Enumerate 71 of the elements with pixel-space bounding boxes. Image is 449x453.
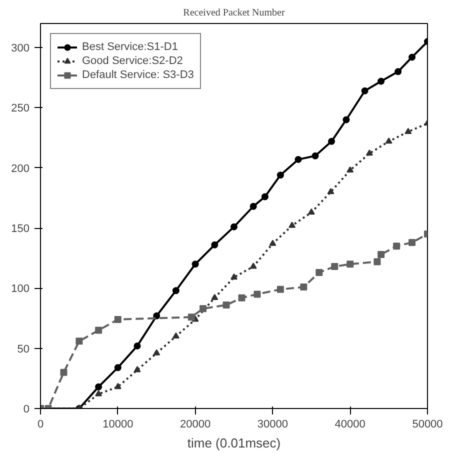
point — [269, 240, 276, 246]
y-tick-label: 0 — [23, 404, 30, 416]
point — [300, 283, 308, 290]
point — [288, 222, 296, 228]
x-tick-label: 40000 — [334, 418, 366, 430]
point — [378, 251, 385, 258]
point — [404, 128, 412, 134]
point — [385, 137, 392, 144]
y-tick-label: 250 — [11, 102, 30, 115]
point — [261, 193, 268, 200]
point — [95, 390, 102, 396]
point — [276, 172, 284, 179]
x-axis-title: time (0.01msec) — [187, 436, 281, 450]
point — [316, 269, 323, 276]
point — [95, 383, 102, 390]
point — [222, 302, 230, 309]
point — [95, 326, 102, 334]
point — [312, 152, 319, 160]
point — [200, 305, 207, 312]
point — [366, 149, 373, 156]
point — [153, 349, 160, 356]
point — [394, 68, 402, 76]
point — [188, 314, 195, 321]
point — [238, 294, 246, 302]
x-tick-label: 50000 — [412, 418, 443, 430]
point — [250, 262, 257, 269]
y-tick-label: 150 — [11, 223, 30, 236]
point — [361, 87, 368, 94]
point — [114, 382, 122, 390]
point — [211, 241, 218, 248]
point — [342, 116, 350, 124]
legend-label: Good Service:S2-D2 — [82, 54, 183, 68]
point — [328, 138, 336, 145]
point — [153, 312, 160, 320]
point — [393, 242, 400, 250]
point — [172, 287, 180, 294]
x-tick-label: 30000 — [257, 418, 288, 430]
point — [408, 54, 416, 61]
point — [114, 364, 122, 372]
x-tick-label: 0 — [37, 418, 44, 430]
chart-title: Received Packet Number — [183, 8, 286, 18]
point — [408, 238, 416, 246]
point — [378, 78, 385, 85]
point — [134, 366, 141, 372]
point — [346, 166, 354, 173]
point — [134, 342, 141, 350]
point — [276, 286, 284, 293]
y-tick-label: 50 — [17, 343, 30, 356]
y-tick-label: 200 — [11, 162, 30, 175]
x-tick-label: 20000 — [180, 418, 211, 430]
point — [331, 263, 338, 270]
point — [250, 202, 257, 210]
point — [327, 188, 334, 194]
point — [60, 368, 68, 376]
y-tick-label: 100 — [11, 283, 30, 296]
point — [76, 338, 83, 345]
point — [230, 223, 238, 230]
legend-label: Best Service:S1-D1 — [82, 40, 178, 54]
point — [308, 208, 315, 215]
y-tick-label: 300 — [11, 42, 30, 55]
point — [192, 260, 199, 268]
point — [172, 332, 180, 339]
x-tick-label: 10000 — [102, 418, 134, 430]
point — [346, 260, 354, 268]
point — [254, 290, 261, 298]
point — [374, 258, 381, 266]
point — [114, 316, 122, 323]
point — [230, 273, 238, 280]
point — [211, 294, 218, 300]
legend-label: Default Service: S3-D3 — [82, 68, 194, 82]
point — [294, 156, 302, 163]
